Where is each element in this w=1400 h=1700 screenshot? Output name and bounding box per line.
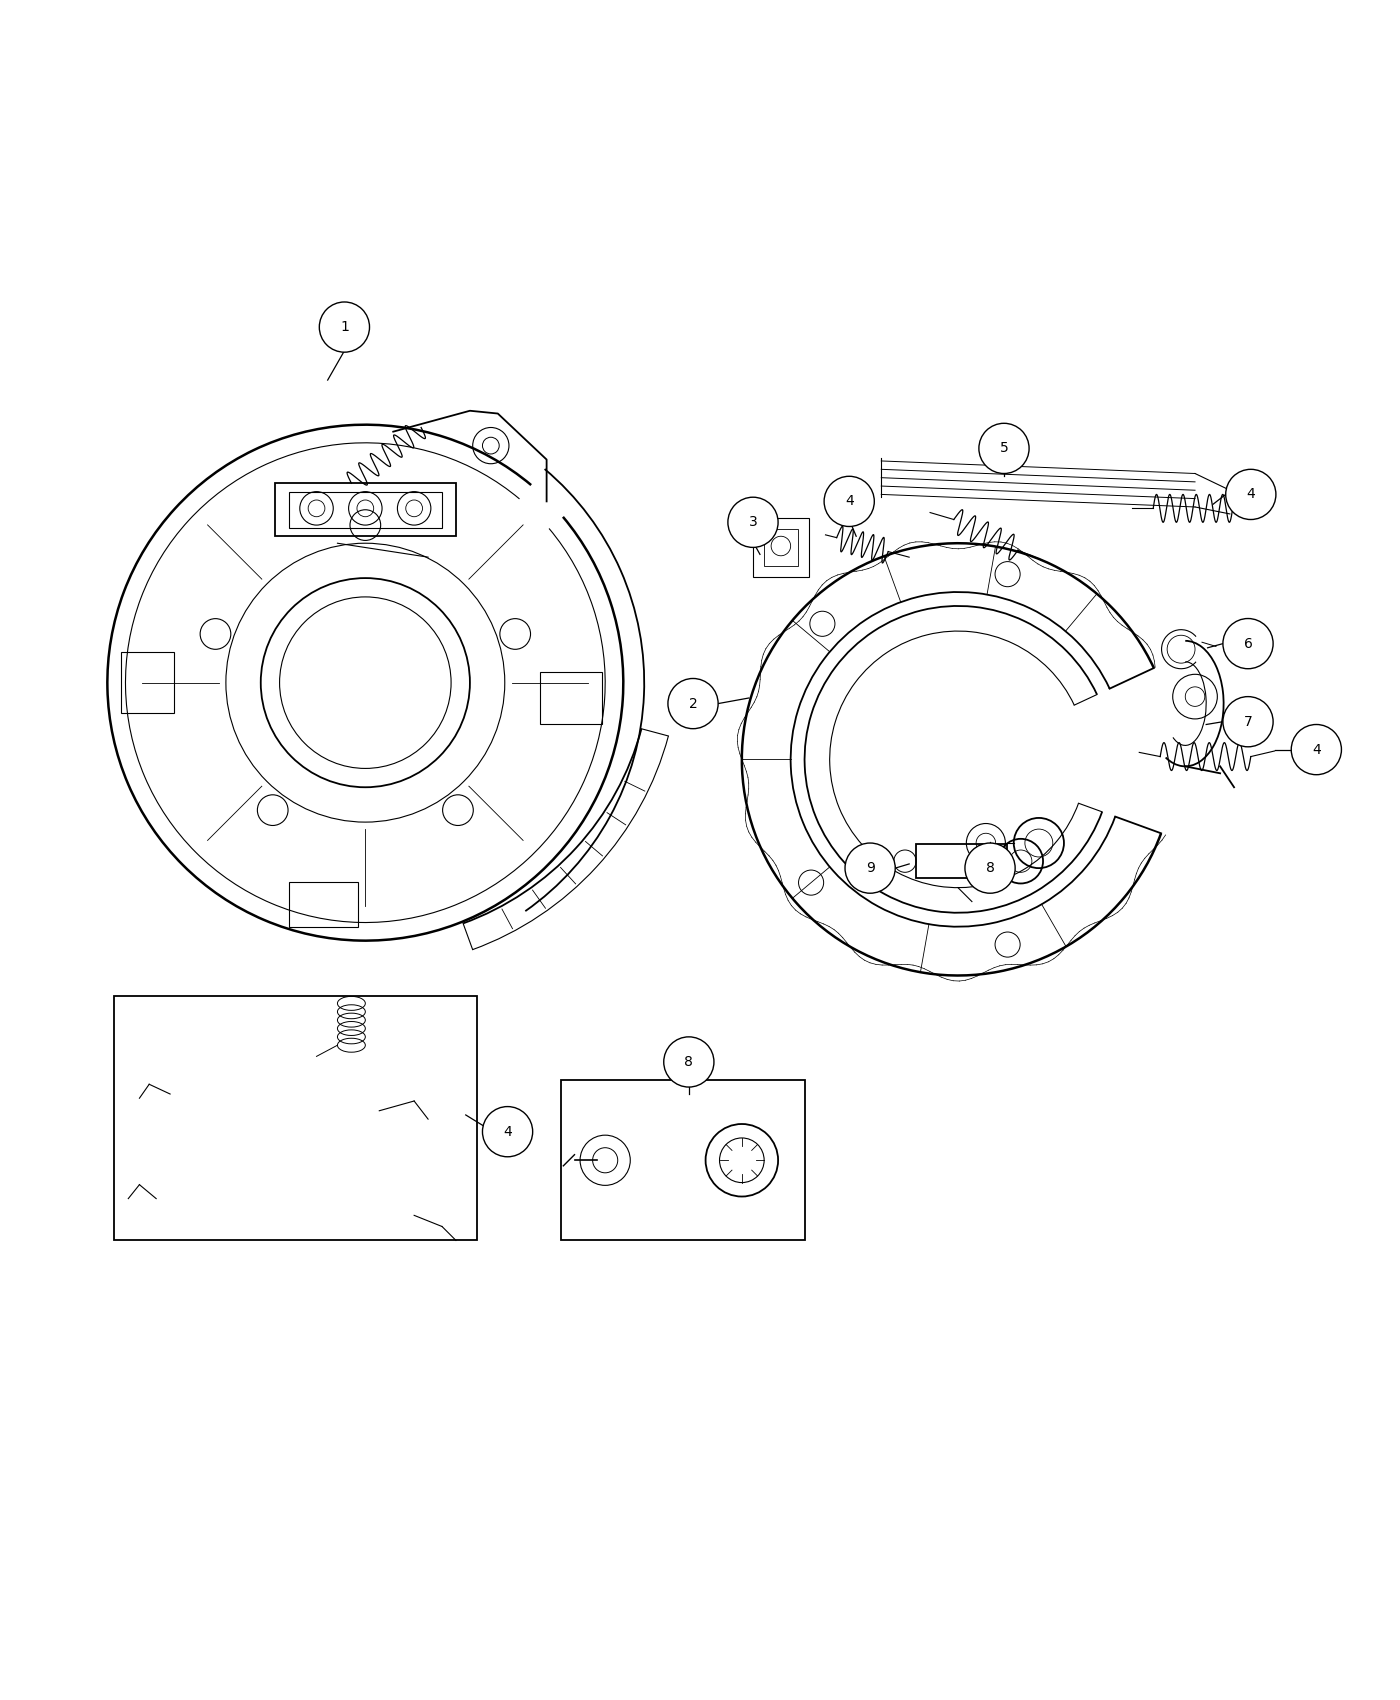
Text: 8: 8: [685, 1056, 693, 1069]
Bar: [288, 882, 358, 927]
Text: 3: 3: [749, 515, 757, 529]
Text: 4: 4: [503, 1125, 512, 1139]
Circle shape: [664, 1037, 714, 1086]
Circle shape: [728, 496, 778, 547]
Bar: [288, 491, 442, 529]
Text: 4: 4: [1312, 743, 1320, 756]
Circle shape: [1291, 724, 1341, 775]
Text: 5: 5: [1000, 442, 1008, 456]
Text: 8: 8: [986, 862, 994, 876]
Bar: [916, 845, 1007, 877]
Circle shape: [1224, 619, 1273, 668]
Text: 6: 6: [1243, 636, 1253, 651]
Circle shape: [668, 678, 718, 729]
Circle shape: [1226, 469, 1275, 520]
Circle shape: [965, 843, 1015, 893]
Bar: [560, 1080, 805, 1241]
Bar: [274, 483, 456, 536]
Text: 7: 7: [1243, 714, 1253, 729]
Circle shape: [319, 303, 370, 352]
Text: 2: 2: [689, 697, 697, 711]
Circle shape: [1224, 697, 1273, 746]
Bar: [539, 672, 602, 724]
Text: 9: 9: [865, 862, 875, 876]
Bar: [753, 518, 809, 576]
Text: 1: 1: [340, 320, 349, 335]
Circle shape: [846, 843, 895, 893]
Bar: [764, 529, 798, 566]
Bar: [122, 653, 174, 714]
Circle shape: [979, 423, 1029, 474]
Circle shape: [483, 1107, 532, 1156]
Bar: [115, 996, 477, 1241]
Text: 4: 4: [1246, 488, 1256, 502]
Circle shape: [825, 476, 875, 527]
Text: 4: 4: [844, 495, 854, 508]
